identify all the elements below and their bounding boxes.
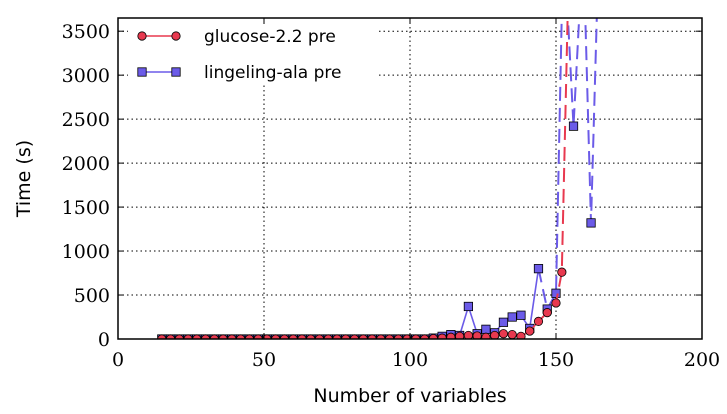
data-point-lingeling: [533, 264, 544, 274]
data-point-lingeling: [592, 18, 602, 19]
data-point-lingeling: [574, 18, 584, 19]
data-point-glucose: [578, 18, 581, 19]
legend-label-glucose: glucose-2.2 pre: [204, 27, 336, 47]
data-point-glucose: [542, 308, 552, 318]
data-point-lingeling: [516, 310, 526, 320]
y-tick-label: 500: [74, 285, 110, 307]
legend-entry-lingeling: lingeling-ala pre: [137, 63, 341, 83]
data-point-lingeling: [557, 18, 567, 19]
legend: glucose-2.2 pre lingeling-ala pre: [128, 24, 378, 84]
data-point-lingeling: [598, 18, 608, 19]
data-point-glucose: [498, 329, 509, 339]
data-point-lingeling: [563, 18, 573, 19]
data-point-glucose: [589, 18, 593, 19]
series-line-dashed-lingeling: [537, 18, 598, 312]
x-tick-label: 150: [538, 349, 574, 371]
y-tick-label: 2000: [62, 153, 110, 175]
y-tick-label: 2500: [62, 109, 110, 131]
data-point-lingeling: [609, 18, 620, 19]
data-point-glucose: [551, 298, 561, 308]
y-axis-label: Time (s): [13, 140, 35, 218]
data-point-lingeling: [615, 18, 625, 19]
data-point-glucose: [516, 331, 526, 339]
x-tick-label: 50: [252, 349, 276, 371]
legend-marker-glucose: [171, 31, 181, 41]
data-point-lingeling: [498, 317, 509, 327]
data-point-glucose: [472, 331, 482, 339]
legend-label-lingeling: lingeling-ala pre: [204, 63, 341, 83]
y-tick-label: 3500: [62, 21, 110, 43]
y-tick-label: 3000: [62, 65, 110, 87]
y-tick-label: 1500: [62, 197, 110, 219]
data-point-glucose: [507, 330, 517, 339]
data-point-lingeling: [650, 18, 660, 19]
data-point-glucose: [566, 18, 570, 19]
data-point-glucose: [446, 332, 456, 339]
x-axis-label: Number of variables: [313, 385, 506, 407]
data-point-lingeling: [463, 301, 474, 312]
x-tick-label: 0: [112, 349, 124, 371]
data-point-glucose: [455, 331, 465, 339]
legend-marker-lingeling: [137, 67, 147, 77]
x-tick-label: 200: [684, 349, 720, 371]
data-point-lingeling: [551, 288, 561, 298]
data-point-lingeling: [621, 18, 631, 19]
data-point-glucose: [533, 316, 544, 327]
data-point-glucose: [490, 330, 500, 339]
data-point-glucose: [572, 18, 575, 19]
data-point-lingeling: [568, 121, 579, 131]
data-point-lingeling: [507, 312, 517, 322]
x-tick-label: 100: [392, 349, 428, 371]
data-point-lingeling: [633, 18, 643, 19]
data-point-lingeling: [586, 218, 596, 228]
data-point-glucose: [525, 326, 535, 336]
data-point-glucose: [481, 332, 491, 339]
data-point-lingeling: [639, 18, 649, 19]
legend-marker-lingeling: [171, 67, 181, 77]
data-point-lingeling: [580, 18, 590, 19]
y-tick-label: 0: [98, 329, 110, 351]
y-tick-label: 1000: [62, 241, 110, 263]
data-point-lingeling: [656, 18, 666, 19]
data-point-lingeling: [644, 18, 655, 19]
data-point-glucose: [583, 18, 587, 19]
data-point-lingeling: [481, 324, 491, 334]
data-point-glucose: [557, 267, 567, 277]
legend-box: [128, 24, 378, 84]
legend-marker-glucose: [137, 31, 147, 41]
data-point-lingeling: [627, 18, 637, 19]
data-point-glucose: [437, 333, 447, 339]
data-point-lingeling: [603, 18, 614, 19]
grid: [118, 18, 702, 339]
legend-entry-glucose: glucose-2.2 pre: [137, 27, 336, 47]
